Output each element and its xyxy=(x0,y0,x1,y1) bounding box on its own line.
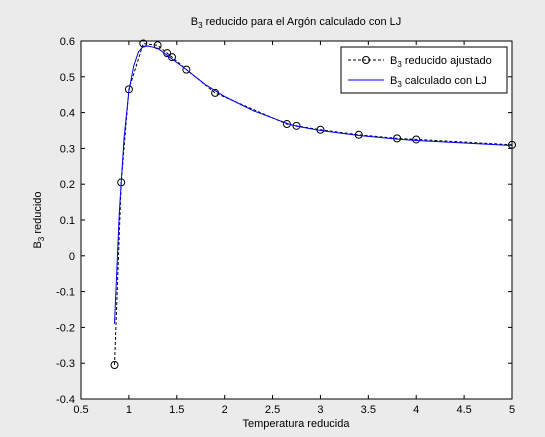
series-line-lj xyxy=(114,45,513,324)
y-axis-label: B3 reducido xyxy=(32,191,46,248)
legend-label-fitted: B3 reducido ajustado xyxy=(390,55,492,69)
y-axis-label-rest: reducido xyxy=(32,191,44,236)
y-tick-label: 0.2 xyxy=(60,179,75,191)
legend-marker-fitted xyxy=(362,56,370,64)
axes-box xyxy=(80,40,513,400)
legend-label-lj-main: B xyxy=(390,75,397,87)
y-tick-label: 0.1 xyxy=(60,215,75,227)
y-tick-label: 0.6 xyxy=(60,36,75,48)
legend-label-lj-rest: calculado con LJ xyxy=(402,75,487,87)
x-tick-label: 2.5 xyxy=(265,404,280,416)
y-tick-label: -0.4 xyxy=(56,394,75,406)
y-tick-label: -0.2 xyxy=(56,322,75,334)
data-point-marker xyxy=(110,360,119,369)
axis-ticks: 0.5 1 1.5 2 2.5 3 3.5 4 4.5 5 -0.4 -0.3 -0.2 -0.1 0 0.1… xyxy=(56,36,515,416)
y-tick-label: 0.3 xyxy=(60,143,75,155)
y-axis-label-main: B xyxy=(32,241,44,248)
y-tick-label: 0.4 xyxy=(60,108,75,120)
x-tick-label: 0.5 xyxy=(73,404,88,416)
x-tick-label: 3.5 xyxy=(361,404,376,416)
y-tick-label: -0.1 xyxy=(56,287,75,299)
legend-label-fitted-main: B xyxy=(390,55,397,67)
y-axis-label-subscript: 3 xyxy=(37,236,46,241)
series-line-fitted xyxy=(114,42,513,366)
legend-box xyxy=(340,46,508,94)
x-tick-label: 5 xyxy=(509,404,515,416)
axes-background xyxy=(81,41,512,399)
x-tick-label: 4 xyxy=(413,404,419,416)
data-point-marker xyxy=(182,65,191,74)
plot-series xyxy=(110,39,516,369)
data-point-marker xyxy=(167,53,176,62)
x-tick-label: 4.5 xyxy=(456,404,471,416)
data-point-marker xyxy=(292,121,301,130)
y-tick-label: -0.3 xyxy=(56,358,75,370)
x-axis-label: Temperatura reducida xyxy=(242,418,350,430)
legend-label-lj: B3 calculado con LJ xyxy=(390,75,487,89)
legend-label-fitted-subscript: 3 xyxy=(397,60,402,69)
x-tick-label: 2 xyxy=(222,404,228,416)
x-tick-label: 1 xyxy=(126,404,132,416)
y-tick-label: 0 xyxy=(69,251,75,263)
legend-label-lj-subscript: 3 xyxy=(397,80,402,89)
legend: B3 reducido ajustado B3 calculado con LJ xyxy=(340,46,508,94)
chart-title-subscript: 3 xyxy=(198,21,203,30)
data-point-marker xyxy=(412,135,421,144)
chart-title: B3 reducido para el Argón calculado con … xyxy=(191,16,402,30)
chart-title-main: B xyxy=(191,16,198,28)
y-tick-label: 0.5 xyxy=(60,72,75,84)
chart-title-rest: reducido para el Argón calculado con LJ xyxy=(203,16,402,28)
legend-label-fitted-rest: reducido ajustado xyxy=(402,55,492,67)
x-tick-label: 1.5 xyxy=(169,404,184,416)
x-tick-label: 3 xyxy=(317,404,323,416)
